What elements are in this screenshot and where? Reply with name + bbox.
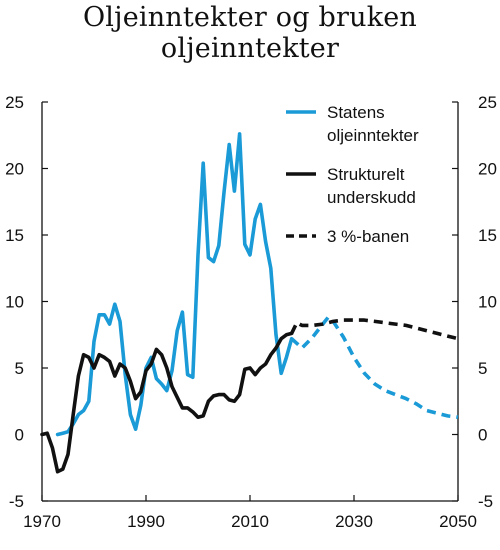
y-tick-label-right: 25 xyxy=(478,93,497,112)
x-tick-label: 2050 xyxy=(439,512,477,531)
y-tick-label-left: -5 xyxy=(9,492,24,511)
y-tick-label-right: 10 xyxy=(478,293,497,312)
y-tick-label-left: 10 xyxy=(5,293,24,312)
x-tick-label: 1990 xyxy=(127,512,165,531)
legend-label: Statens xyxy=(327,103,385,122)
legend-label: 3 %-banen xyxy=(327,227,409,246)
y-tick-label-left: 20 xyxy=(5,160,24,179)
series-line xyxy=(40,331,294,474)
legend-label: underskudd xyxy=(327,188,416,207)
legend-group: Statens oljeinntekter Strukturelt underskud… xyxy=(286,103,419,246)
x-tick-label: 2010 xyxy=(231,512,269,531)
series-group xyxy=(40,132,459,474)
y-tick-label-left: 25 xyxy=(5,93,24,112)
y-tick-label-right: 15 xyxy=(478,226,497,245)
y-tick-label-right: 20 xyxy=(478,160,497,179)
x-tick-label: 1970 xyxy=(23,512,61,531)
y-tick-label-right: -5 xyxy=(478,492,493,511)
y-tick-label-left: 15 xyxy=(5,226,24,245)
chart-title: Oljeinntekter og bruken oljeinntekter xyxy=(82,2,418,64)
y-tick-label-right: 5 xyxy=(478,359,487,378)
legend-label: Strukturelt xyxy=(327,165,405,184)
axes-group: -5 -5 0 0 5 5 10 10 15 15 20 20 25 25 1970 1990 2010 2030… xyxy=(5,93,497,531)
y-tick-label-left: 5 xyxy=(15,359,24,378)
x-tick-label: 2030 xyxy=(335,512,373,531)
y-tick-label-left: 0 xyxy=(15,426,24,445)
legend-label: oljeinntekter xyxy=(327,126,419,145)
series-line xyxy=(290,315,459,419)
y-tick-label-right: 0 xyxy=(478,426,487,445)
series-line xyxy=(55,132,294,437)
